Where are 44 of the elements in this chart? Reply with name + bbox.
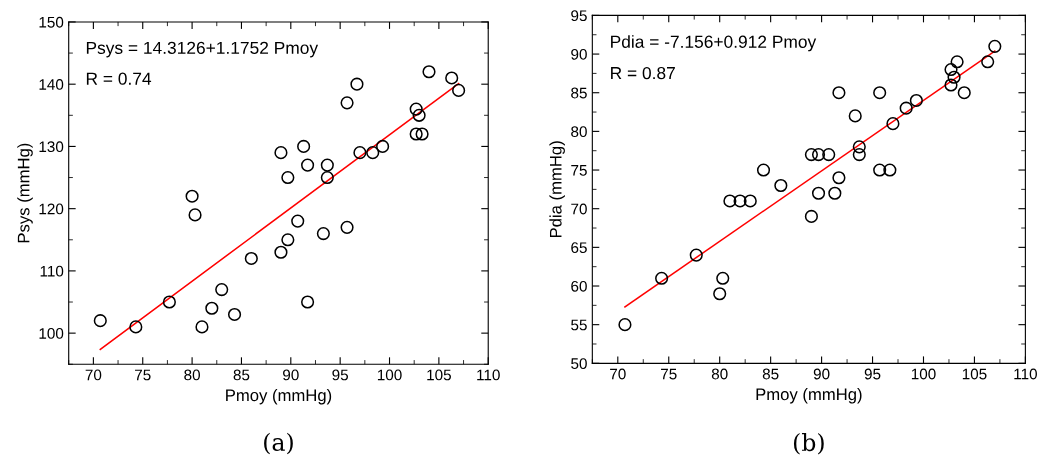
y-tick-label: 95: [571, 10, 587, 22]
y-tick-label: 60: [571, 280, 587, 292]
y-tick-label: 55: [571, 319, 587, 331]
x-tick-label: 85: [762, 368, 779, 380]
y-tick-label: 85: [571, 87, 587, 99]
y-tick-label: 130: [39, 141, 64, 153]
x-tick-label: 75: [135, 369, 151, 381]
y-tick-label: 80: [571, 126, 587, 138]
y-tick-label: 140: [39, 79, 64, 90]
y-tick-label: 75: [571, 165, 587, 176]
x-tick-label: 90: [283, 369, 299, 381]
x-axis-title: Pmoy (mmHg): [756, 387, 862, 404]
x-tick-label: 80: [184, 369, 200, 381]
annotation: Pdia = -7.156+0.912 Pmoy: [611, 35, 817, 52]
y-tick-label: 70: [571, 203, 587, 215]
x-tick-label: 80: [711, 368, 728, 380]
x-tick-label: 90: [813, 368, 830, 380]
y-axis-title: Pdia (mmHg): [549, 141, 565, 238]
x-tick-label: 105: [962, 368, 987, 380]
x-tick-label: 100: [377, 369, 402, 381]
y-tick-label: 150: [39, 16, 64, 28]
x-tick-label: 110: [477, 369, 500, 381]
x-tick-label: 105: [427, 369, 451, 381]
x-axis-title: Pmoy (mmHg): [226, 388, 332, 405]
y-tick-label: 90: [571, 48, 587, 60]
y-tick-label: 65: [571, 242, 587, 254]
x-tick-label: 70: [85, 369, 102, 381]
x-tick-label: 95: [864, 368, 881, 380]
y-tick-label: 120: [39, 203, 64, 215]
text: (b): [793, 432, 824, 455]
x-tick-label: 70: [610, 368, 626, 380]
y-axis-title: Psys (mmHg): [17, 143, 33, 243]
y-tick-label: 110: [40, 265, 64, 277]
x-tick-label: 110: [1014, 368, 1037, 380]
y-tick-label: 50: [571, 358, 587, 370]
y-tick-label: 100: [39, 328, 64, 339]
x-tick-label: 85: [233, 369, 250, 381]
x-tick-label: 75: [661, 368, 677, 380]
x-tick-label: 100: [911, 368, 936, 380]
annotation: R = 0.87: [611, 66, 675, 80]
annotation: Psys = 14.3126+1.1752 Pmoy: [86, 41, 319, 58]
x-tick-label: 95: [332, 369, 349, 381]
text: (a): [264, 432, 293, 455]
annotation: R = 0.74: [86, 72, 152, 85]
